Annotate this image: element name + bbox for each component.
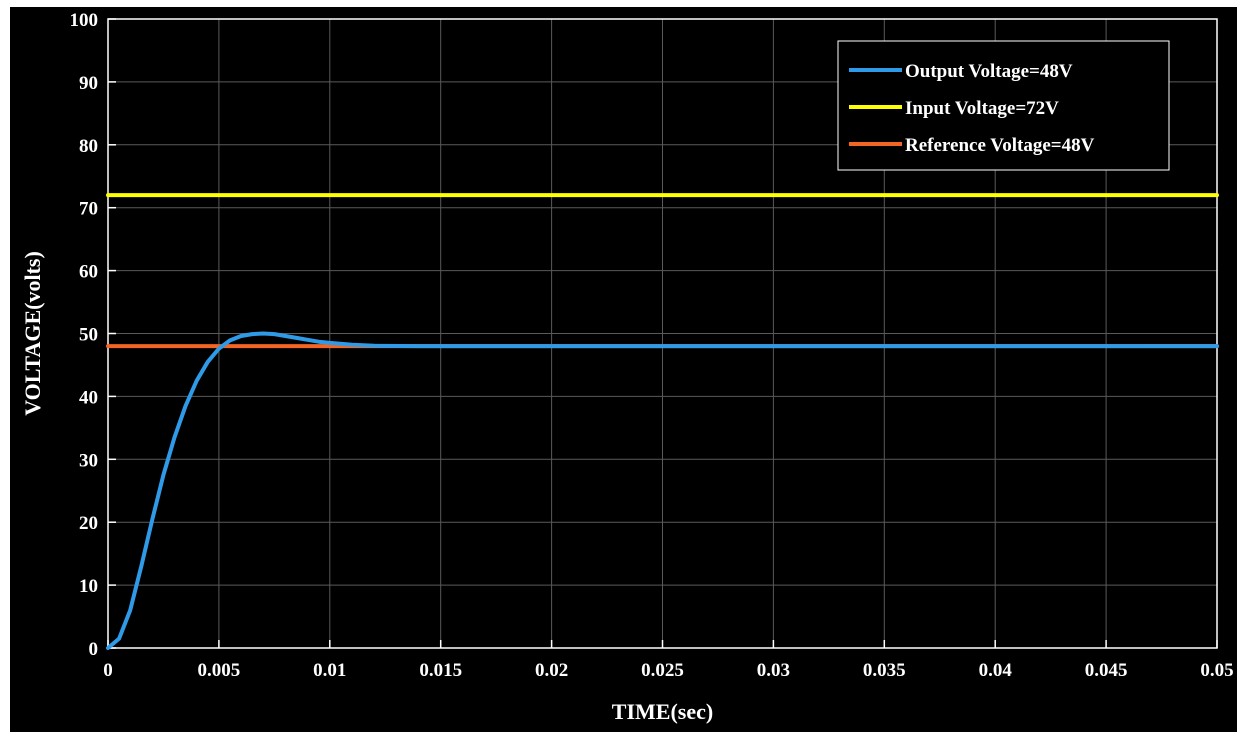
y-tick-label: 70 bbox=[79, 199, 98, 220]
y-tick-label: 80 bbox=[79, 136, 98, 157]
y-tick-label: 10 bbox=[79, 576, 98, 597]
y-tick-label: 20 bbox=[79, 513, 98, 534]
x-tick-label: 0.03 bbox=[757, 660, 790, 681]
x-tick-label: 0.035 bbox=[863, 660, 906, 681]
series-lines bbox=[106, 193, 1219, 650]
x-tick-label: 0.005 bbox=[198, 660, 241, 681]
tick-labels: 0 0.005 0.01 0.015 0.02 0.025 0.03 0.035 0.04 0.0… bbox=[70, 10, 1234, 681]
y-axis-label: VOLTAGE(volts) bbox=[20, 251, 45, 416]
x-tick-label: 0 bbox=[103, 660, 113, 681]
legend-label-reference-voltage: Reference Voltage=48V bbox=[905, 135, 1095, 156]
legend-label-input-voltage: Input Voltage=72V bbox=[905, 98, 1059, 119]
x-tick-label: 0.01 bbox=[313, 660, 346, 681]
y-tick-label: 30 bbox=[79, 450, 98, 471]
y-tick-label: 100 bbox=[70, 10, 99, 31]
x-tick-label: 0.015 bbox=[419, 660, 462, 681]
x-tick-label: 0.04 bbox=[979, 660, 1013, 681]
series-line-output-voltage bbox=[106, 331, 1219, 650]
y-tick-label: 90 bbox=[79, 73, 98, 94]
y-tick-label: 60 bbox=[79, 262, 98, 283]
line-chart: 0 0.005 0.01 0.015 0.02 0.025 0.03 0.035 0.04 0.0… bbox=[20, 10, 1234, 724]
x-axis-label: TIME(sec) bbox=[612, 699, 713, 724]
y-tick-label: 40 bbox=[79, 387, 98, 408]
x-tick-label: 0.02 bbox=[535, 660, 568, 681]
y-tick-label: 0 bbox=[89, 639, 99, 660]
y-tick-label: 50 bbox=[79, 325, 98, 346]
chart-container: 0 0.005 0.01 0.015 0.02 0.025 0.03 0.035 0.04 0.0… bbox=[10, 7, 1237, 732]
x-tick-label: 0.045 bbox=[1085, 660, 1128, 681]
legend: Output Voltage=48V Input Voltage=72V Ref… bbox=[837, 40, 1170, 171]
x-tick-label: 0.05 bbox=[1200, 660, 1233, 681]
legend-label-output-voltage: Output Voltage=48V bbox=[905, 61, 1073, 82]
x-tick-label: 0.025 bbox=[641, 660, 684, 681]
